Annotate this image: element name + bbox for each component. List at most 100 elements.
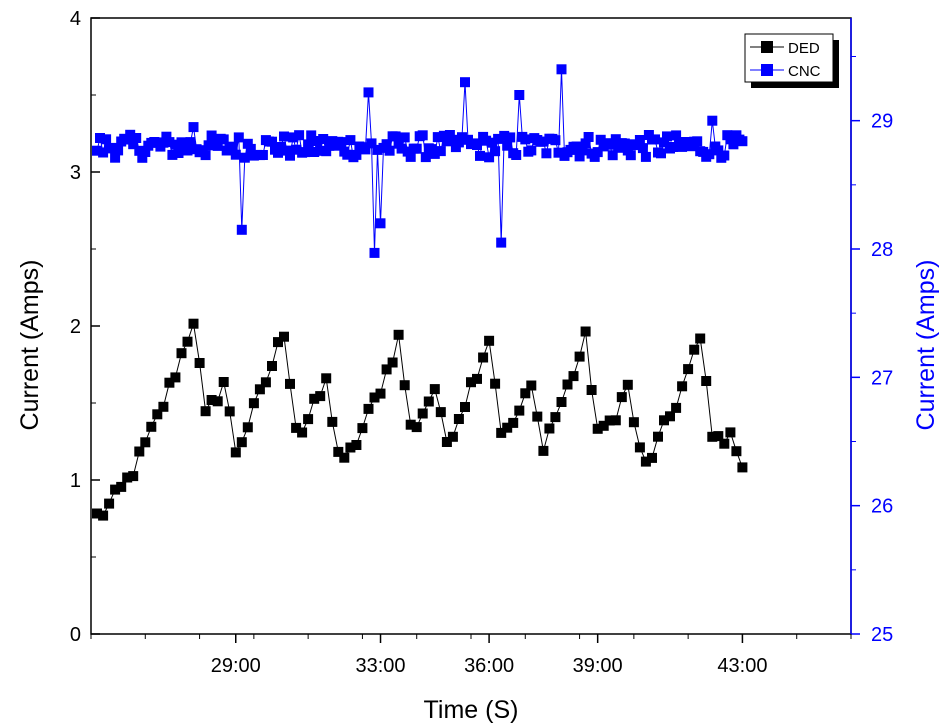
ded-point (218, 377, 229, 387)
cnc-point (637, 143, 648, 154)
cnc-point (134, 145, 145, 156)
cnc-series (92, 64, 748, 258)
ded-point (254, 384, 265, 395)
ded-point (683, 364, 694, 375)
ded-point (701, 376, 712, 386)
cnc-point (218, 134, 229, 145)
ded-point (297, 427, 308, 438)
cnc-point (203, 140, 214, 151)
ded-point (689, 344, 700, 355)
cnc-point (520, 134, 531, 145)
ded-point (508, 417, 519, 428)
cnc-point (634, 135, 645, 145)
cnc-point (453, 137, 464, 148)
ded-point (260, 377, 271, 388)
cnc-point (396, 143, 407, 154)
cnc-point (662, 131, 672, 142)
ded-point (526, 380, 537, 391)
ded-point (146, 421, 157, 432)
left-tick-label: 4 (70, 8, 81, 30)
cnc-point (728, 139, 739, 150)
cnc-point (441, 136, 452, 147)
right-tick-label: 27 (871, 367, 893, 389)
ded-point (122, 472, 133, 483)
cnc-point (101, 134, 112, 145)
ded-point (731, 446, 742, 457)
legend-cnc-label: CNC (788, 63, 821, 80)
ded-point (634, 442, 645, 453)
ded-point (460, 402, 470, 412)
ded-point (411, 422, 422, 433)
cnc-point (429, 148, 440, 159)
cnc-point (167, 149, 178, 160)
ded-point (309, 393, 320, 404)
cnc-point (604, 139, 615, 150)
ded-point (544, 423, 555, 434)
ded-point (520, 388, 531, 399)
ded-point (405, 419, 416, 430)
ded-point (653, 431, 663, 442)
ded-point (140, 437, 151, 448)
axes: 0 1 2 3 4 25 26 27 28 29 29:00 33:00 36:00 39:00 43:00 (70, 8, 893, 677)
cnc-point (493, 133, 504, 144)
ded-point (345, 442, 356, 453)
cnc-point (490, 146, 501, 157)
cnc-point (399, 132, 410, 143)
cnc-point (107, 142, 118, 153)
ded-point (725, 427, 736, 438)
ded-point (592, 423, 603, 434)
ded-point (363, 403, 374, 414)
cnc-point (227, 141, 238, 152)
ded-point (502, 422, 513, 433)
cnc-point (577, 145, 588, 156)
cnc-point (457, 132, 467, 143)
ded-point (429, 384, 440, 395)
cnc-point (188, 122, 199, 133)
ded-point (538, 445, 549, 456)
cnc-point (372, 144, 383, 155)
ded-point (737, 462, 748, 473)
ded-point (248, 398, 259, 409)
cnc-point (230, 149, 241, 160)
ded-point (719, 438, 730, 449)
ded-point (339, 452, 350, 463)
ded-point (351, 440, 362, 450)
ded-point (640, 456, 651, 467)
cnc-point (113, 145, 124, 156)
ded-point (707, 431, 718, 442)
x-axis-title: Time (S) (424, 696, 519, 724)
cnc-point (420, 152, 431, 163)
ded-point (580, 326, 591, 337)
cnc-point (713, 145, 724, 156)
ded-point (357, 423, 368, 434)
ded-point (375, 388, 386, 399)
ded-point (224, 406, 235, 417)
ded-point (158, 401, 169, 412)
left-tick-label: 3 (70, 162, 81, 184)
cnc-point (110, 152, 121, 163)
ded-point (568, 371, 579, 382)
cnc-point (475, 150, 485, 161)
cnc-point (294, 130, 305, 141)
ded-point (194, 358, 205, 368)
cnc-point (200, 150, 211, 161)
ded-series (92, 318, 748, 521)
ded-point (423, 396, 434, 407)
cnc-point (345, 135, 356, 146)
ded-point (399, 380, 410, 391)
cnc-point (381, 139, 392, 150)
cnc-point (291, 144, 302, 155)
cnc-point (619, 138, 630, 149)
cnc-point (650, 134, 660, 145)
cnc-point (300, 147, 311, 158)
cnc-point (417, 130, 428, 141)
cnc-point (276, 142, 286, 152)
cnc-point (496, 237, 507, 248)
ded-point (417, 408, 428, 419)
cnc-point (239, 152, 250, 163)
ded-point (170, 372, 181, 383)
ded-point (562, 379, 573, 390)
cnc-point (737, 136, 748, 147)
